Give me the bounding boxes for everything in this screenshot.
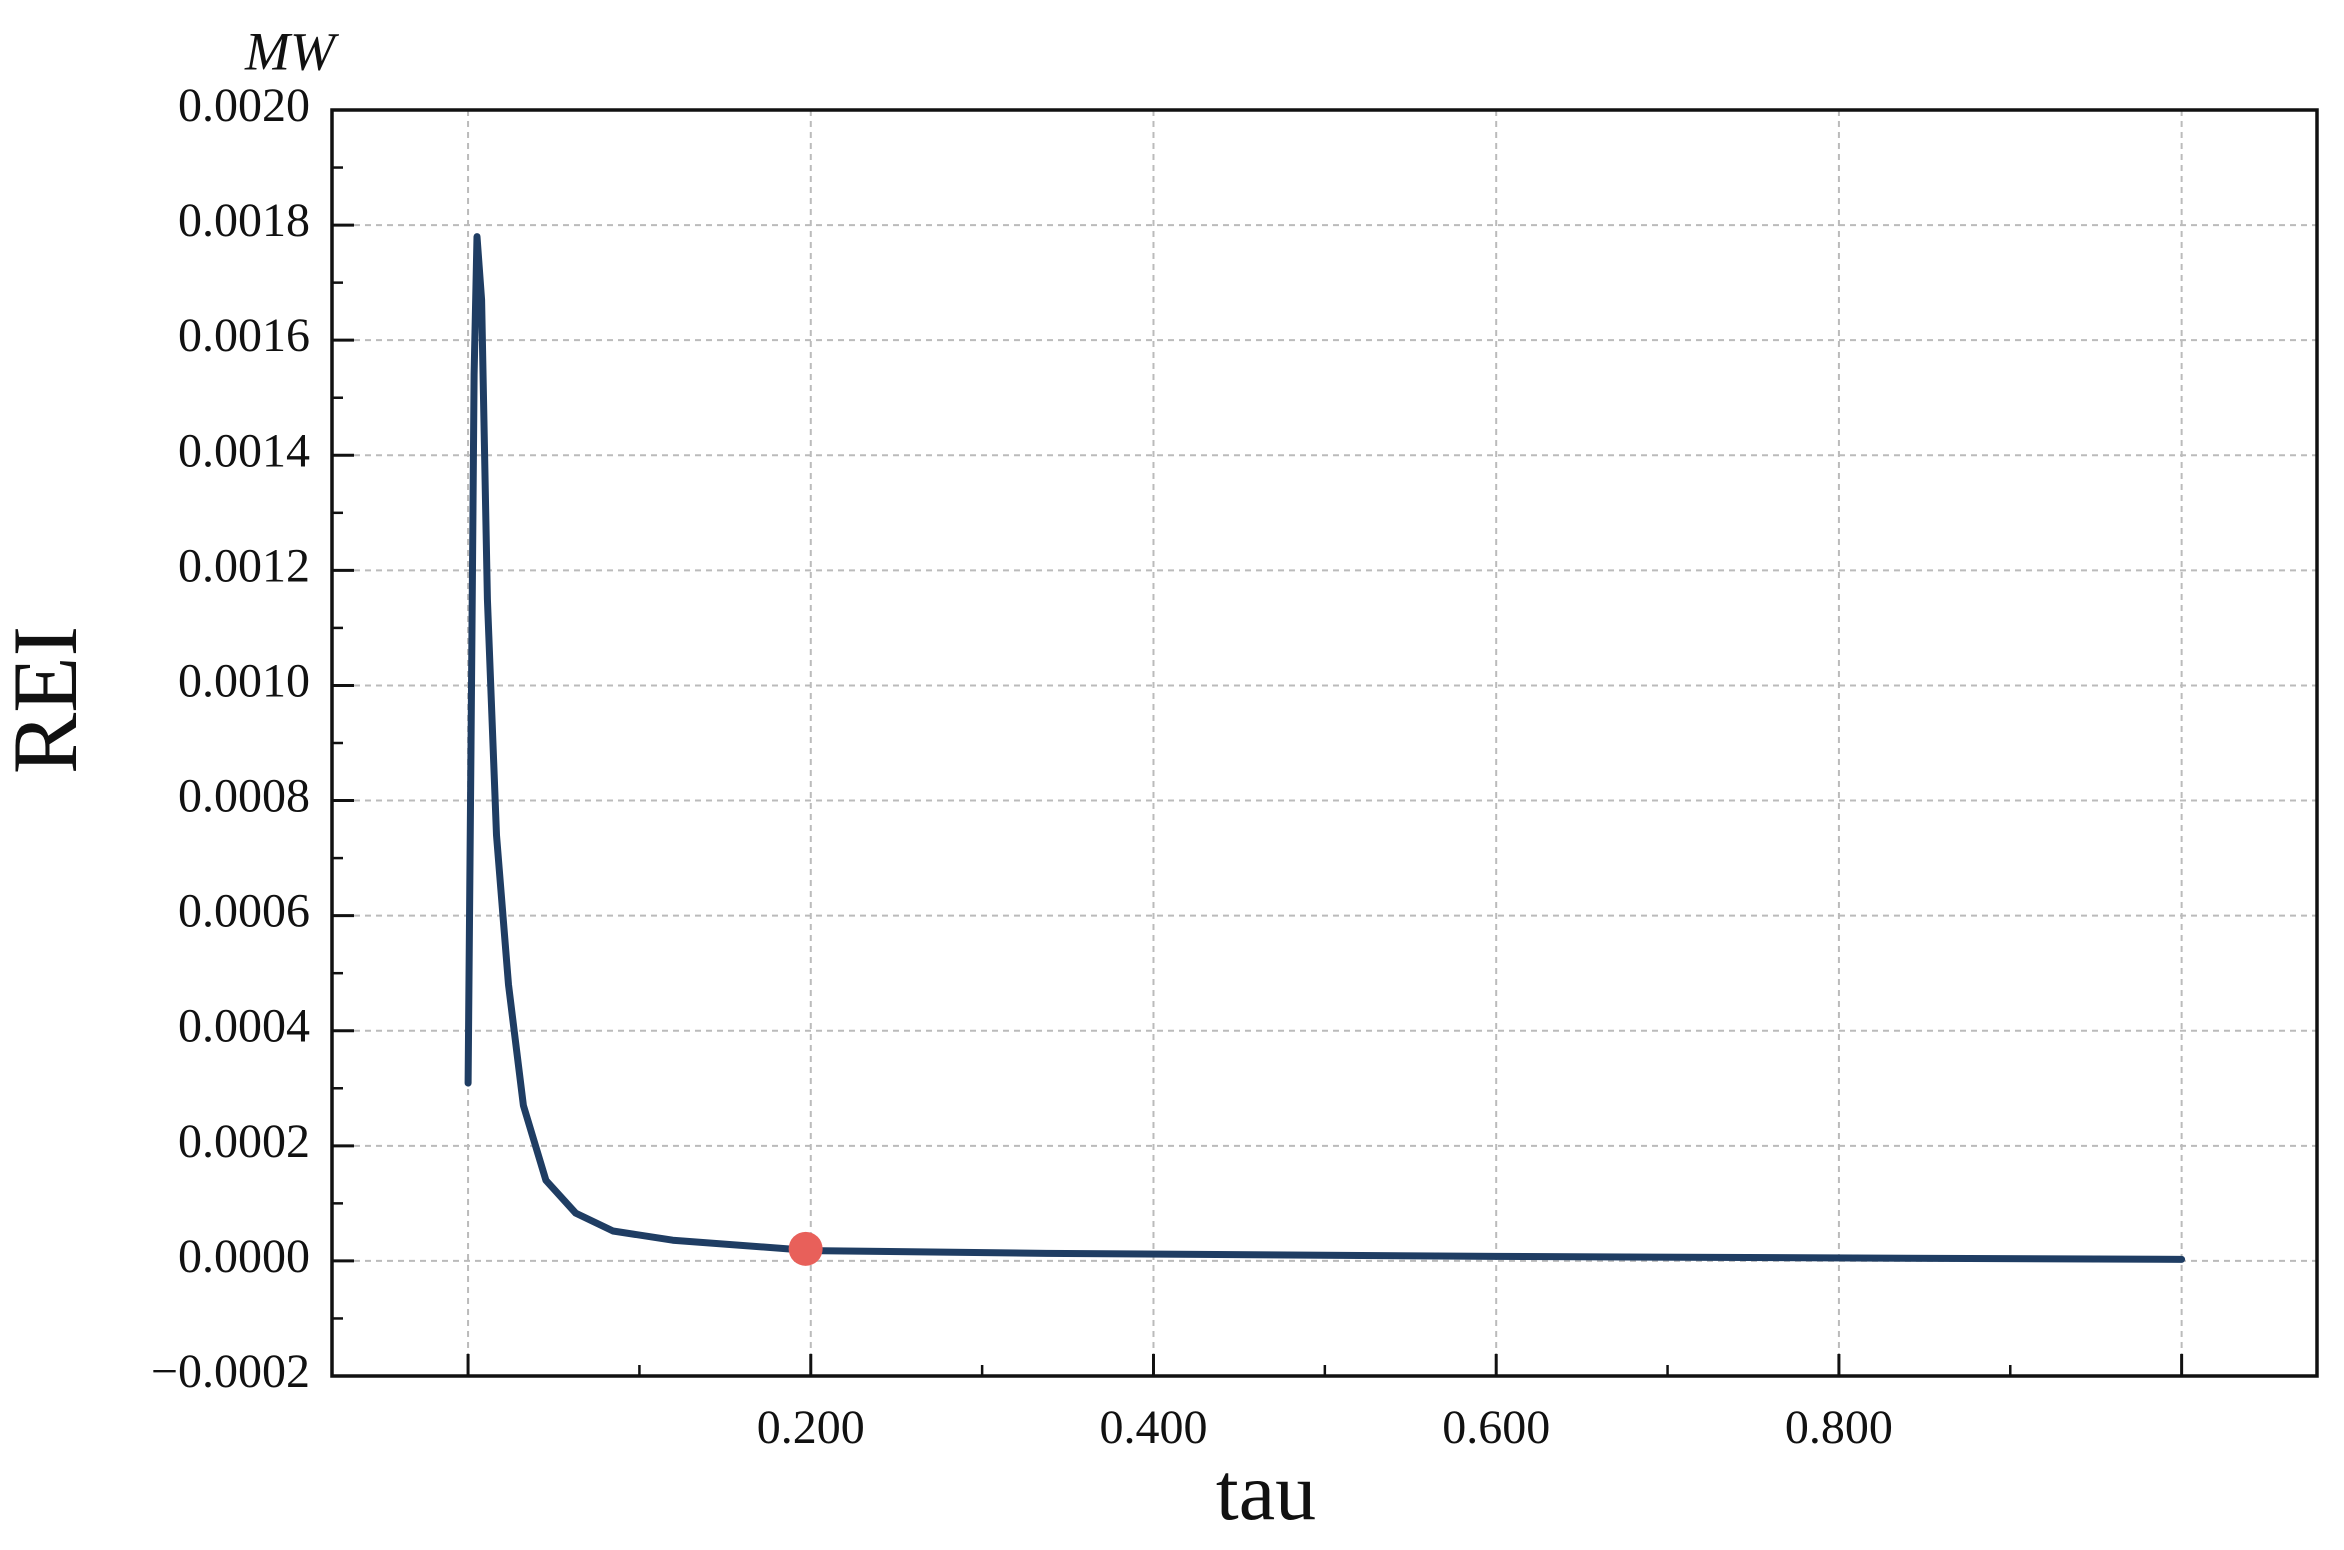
x-axis-label: tau: [1216, 1446, 1316, 1537]
highlight-point: [788, 1231, 823, 1266]
y-tick-label: 0.0014: [178, 424, 310, 477]
y-tick-label: 0.0020: [178, 79, 310, 132]
x-tick-label: 0.400: [1099, 1401, 1207, 1454]
y-tick-label: 0.0016: [178, 309, 310, 362]
y-tick-label: 0.0002: [178, 1115, 310, 1168]
plot-frame: [330, 108, 2319, 1378]
y-tick-label: 0.0000: [178, 1230, 310, 1283]
x-tick-label: 0.600: [1442, 1401, 1550, 1454]
unit-label: MW: [244, 21, 340, 81]
line-series: [464, 233, 2186, 1263]
y-tick-label: −0.0002: [151, 1345, 310, 1398]
y-axis-label: REI: [0, 626, 96, 774]
x-tick-label: 0.800: [1785, 1401, 1893, 1454]
y-tick-label: 0.0006: [178, 885, 310, 938]
y-tick-label: 0.0008: [178, 770, 310, 823]
x-tick-label: 0.200: [757, 1401, 865, 1454]
y-tick-label: 0.0010: [178, 654, 310, 707]
y-tick-label: 0.0012: [178, 539, 310, 592]
y-tick-label: 0.0018: [178, 194, 310, 247]
y-tick-label: 0.0004: [178, 1000, 310, 1053]
